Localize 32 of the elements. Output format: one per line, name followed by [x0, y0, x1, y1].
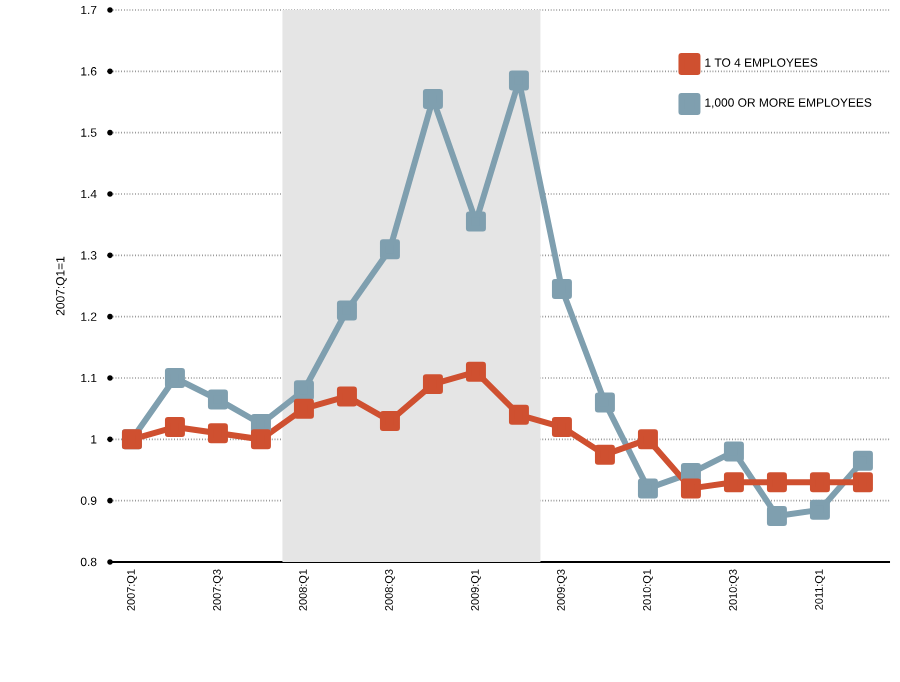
- point: [508, 70, 529, 91]
- point: [723, 441, 744, 462]
- point: [465, 361, 486, 382]
- point: [207, 423, 228, 444]
- point: [551, 417, 572, 438]
- point: [809, 499, 830, 520]
- point: [207, 389, 228, 410]
- point: [293, 380, 314, 401]
- point: [766, 472, 787, 493]
- point: [164, 368, 185, 388]
- point: [336, 386, 357, 407]
- point: [594, 444, 615, 465]
- point: [508, 404, 529, 425]
- point: [379, 239, 400, 260]
- point: [766, 506, 787, 526]
- point: [293, 398, 314, 419]
- point: [551, 279, 572, 300]
- point: [336, 300, 357, 321]
- point: [465, 211, 486, 232]
- point: [809, 472, 830, 493]
- point: [422, 88, 443, 109]
- point: [852, 450, 873, 471]
- point: [852, 472, 873, 493]
- point: [250, 429, 271, 450]
- point: [723, 472, 744, 493]
- point: [637, 429, 658, 450]
- point: [637, 478, 658, 499]
- point: [680, 478, 701, 499]
- point: [594, 392, 615, 413]
- point: [422, 374, 443, 395]
- point: [379, 410, 400, 431]
- point: [164, 417, 185, 438]
